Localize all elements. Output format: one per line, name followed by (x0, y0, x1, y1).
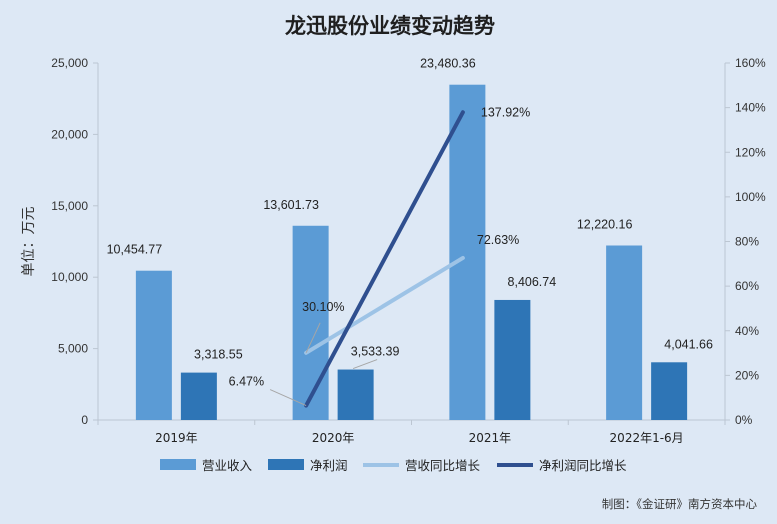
bar-net-profit (494, 299, 531, 420)
bar-revenue (292, 225, 329, 420)
chart-title: 龙迅股份业绩变动趋势 (285, 14, 495, 38)
y-tick-label: 15,000 (51, 199, 88, 213)
bar-value-label: 3,533.39 (351, 345, 400, 359)
bar-value-label: 12,220.16 (577, 217, 633, 231)
legend-label: 营业收入 (202, 458, 253, 473)
lines (304, 110, 465, 408)
y2-tick-label: 40% (735, 324, 759, 338)
y-tick-label: 5,000 (58, 342, 88, 356)
legend-swatch (268, 459, 304, 470)
axes: 0 5,000 10,000 15,000 20,000 25,000 0% 20% 40% 60… (21, 56, 766, 445)
leader-line (305, 322, 321, 354)
y-axis-label: 单位：万元 (21, 207, 37, 277)
line-value-label: 72.63% (477, 233, 519, 247)
legend-label: 营收同比增长 (405, 458, 481, 473)
y-tick-label: 20,000 (51, 127, 88, 141)
legend-label: 净利润同比增长 (539, 458, 627, 473)
x-tick-label: 2022年1-6月 (610, 431, 684, 445)
y2-tick-label: 120% (735, 145, 766, 159)
y2-tick-label: 20% (735, 368, 759, 382)
bar-value-label: 23,480.36 (420, 57, 476, 71)
line-net-profit-growth (304, 110, 465, 408)
leader-line (269, 389, 307, 407)
source-note: 制图：《金证研》南方资本中心 (602, 497, 758, 511)
bar-revenue (606, 245, 643, 420)
bar-value-label: 13,601.73 (263, 198, 319, 212)
bar-value-label: 4,041.66 (664, 337, 713, 351)
x-tick-label: 2021年 (469, 431, 512, 445)
y2-tick-label: 60% (735, 279, 759, 293)
line-revenue-growth (304, 255, 465, 355)
bar-revenue (449, 84, 486, 420)
bar-net-profit (180, 372, 217, 420)
legend-label: 净利润 (310, 458, 348, 473)
y2-tick-label: 140% (735, 101, 766, 115)
bars (135, 84, 688, 420)
y-tick-label: 10,000 (51, 270, 88, 284)
legend-swatch (160, 459, 196, 470)
x-tick-label: 2020年 (312, 431, 355, 445)
bar-value-label: 10,454.77 (107, 243, 163, 257)
y-tick-label: 0 (81, 413, 88, 427)
bar-value-label: 3,318.55 (194, 348, 243, 362)
leader-line (352, 359, 378, 370)
bar-value-label: 8,406.74 (508, 275, 557, 289)
line-value-label: 137.92% (481, 105, 530, 119)
y2-tick-label: 160% (735, 56, 766, 70)
y2-tick-label: 80% (735, 235, 759, 249)
bar-net-profit (337, 369, 374, 420)
line-value-label: 6.47% (229, 375, 264, 389)
data-labels: 10,454.77 13,601.73 23,480.36 12,220.16 3,31… (107, 57, 713, 407)
y2-tick-label: 100% (735, 190, 766, 204)
line-value-label: 30.10% (302, 300, 344, 314)
bar-revenue (135, 270, 172, 420)
x-tick-label: 2019年 (155, 431, 198, 445)
bar-net-profit (651, 362, 688, 420)
legend: 营业收入 净利润 营收同比增长 净利润同比增长 (160, 458, 627, 473)
y-tick-label: 25,000 (51, 56, 88, 70)
y2-tick-label: 0% (735, 413, 753, 427)
